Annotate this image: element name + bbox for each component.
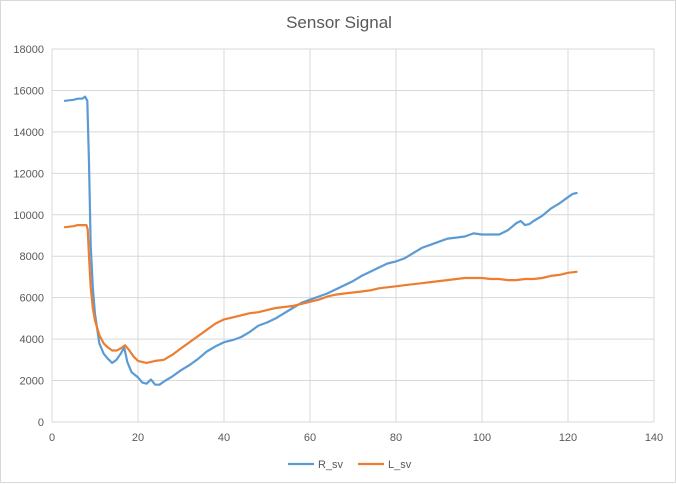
x-tick-label: 140 — [645, 432, 663, 444]
legend: R_sv L_sv — [288, 459, 412, 471]
x-tick-label: 60 — [304, 432, 316, 444]
x-tick-label: 20 — [132, 432, 144, 444]
y-tick-label: 4000 — [20, 334, 44, 346]
y-tick-label: 10000 — [13, 210, 44, 222]
y-tick-label: 8000 — [20, 251, 44, 263]
legend-label-r-sv: R_sv — [318, 459, 344, 471]
series-line-l-sv — [63, 224, 578, 364]
x-tick-label: 80 — [390, 432, 402, 444]
y-tick-label: 18000 — [13, 44, 44, 56]
y-tick-label: 16000 — [13, 85, 44, 97]
chart-title: Sensor Signal — [286, 13, 392, 32]
legend-label-l-sv: L_sv — [388, 459, 412, 471]
series-line-r-sv — [63, 95, 578, 386]
x-tick-label: 0 — [49, 432, 55, 444]
y-tick-label: 6000 — [20, 293, 44, 305]
y-tick-label: 12000 — [13, 168, 44, 180]
x-tick-label: 100 — [473, 432, 491, 444]
series-lines — [63, 95, 578, 386]
x-tick-label: 120 — [559, 432, 577, 444]
gridlines — [51, 48, 655, 423]
y-tick-label: 14000 — [13, 127, 44, 139]
axes: 0 2000 4000 6000 8000 10000 12000 14000 16000 180… — [13, 44, 663, 444]
x-tick-label: 40 — [218, 432, 230, 444]
y-tick-label: 2000 — [20, 376, 44, 388]
y-tick-label: 0 — [38, 417, 44, 429]
